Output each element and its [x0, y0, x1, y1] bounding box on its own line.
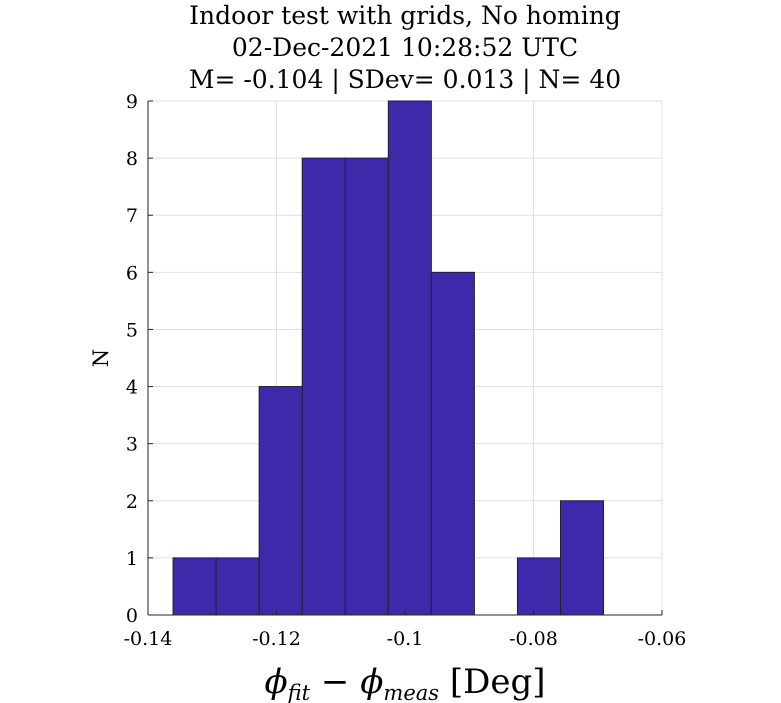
y-tick-label-4: 4 — [126, 377, 138, 399]
y-tick-label-0: 0 — [126, 605, 138, 627]
y-tick-label-1: 1 — [126, 548, 138, 570]
histogram-bar-4 — [344, 157, 389, 616]
y-tick-labels: 0 1 2 3 4 5 6 7 8 9 — [126, 91, 138, 627]
y-tick-label-8: 8 — [126, 148, 138, 170]
histogram-bar-6 — [430, 271, 475, 616]
title-line-2: 02-Dec-2021 10:28:52 UTC — [232, 33, 578, 62]
x-label-sub-fit: fit — [286, 681, 311, 703]
y-tick-label-2: 2 — [126, 491, 138, 513]
histogram-bar-9 — [559, 500, 605, 616]
chart-title: Indoor test with grids, No homing 02-Dec… — [189, 1, 621, 95]
y-tick-label-5: 5 — [126, 319, 138, 341]
x-tick-label-2: -0.1 — [387, 628, 424, 650]
x-tick-labels: -0.14 -0.12 -0.1 -0.08 -0.06 — [124, 628, 687, 650]
title-line-3: M= -0.104 | SDev= 0.013 | N= 40 — [189, 65, 621, 95]
y-axis-label: N — [89, 349, 113, 367]
y-tick-label-3: 3 — [126, 434, 138, 456]
histogram-bar-3 — [301, 157, 346, 616]
x-tick-label-0: -0.14 — [124, 628, 173, 650]
x-label-sub-meas: meas — [383, 681, 439, 703]
title-line-1: Indoor test with grids, No homing — [189, 1, 621, 30]
x-label-unit: [Deg] — [439, 662, 545, 702]
x-tick-label-3: -0.08 — [509, 628, 558, 650]
histogram-bar-0 — [172, 557, 217, 616]
y-tick-label-9: 9 — [126, 91, 138, 113]
histogram-bar-2 — [258, 386, 303, 616]
histogram-bar-5 — [387, 100, 432, 616]
x-label-minus: − — [310, 662, 360, 702]
x-label-phi-meas: ϕ — [360, 662, 383, 702]
histogram-bar-1 — [215, 557, 260, 616]
axes — [147, 100, 663, 616]
x-tick-label-1: -0.12 — [252, 628, 301, 650]
x-axis-label: ϕfit − ϕmeas [Deg] — [264, 662, 545, 703]
histogram-bars — [172, 100, 605, 616]
y-tick-label-6: 6 — [126, 262, 138, 284]
histogram-bar-8 — [516, 557, 561, 616]
x-tick-label-4: -0.06 — [638, 628, 687, 650]
y-tick-label-7: 7 — [126, 205, 138, 227]
x-label-phi-fit: ϕ — [264, 662, 287, 702]
